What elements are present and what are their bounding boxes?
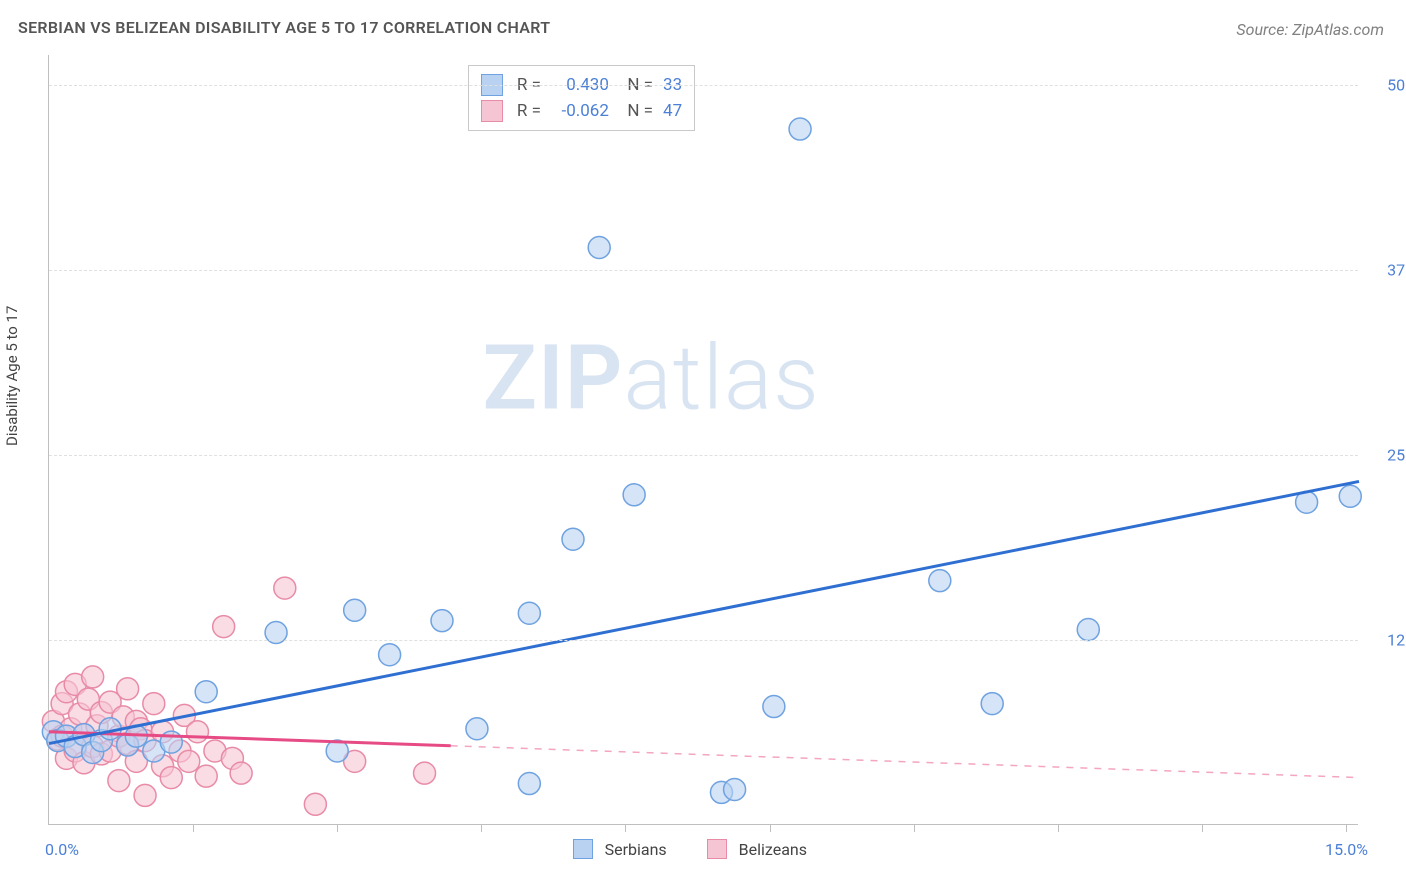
swatch-belizeans bbox=[481, 100, 503, 122]
y-axis-label: Disability Age 5 to 17 bbox=[3, 306, 21, 446]
scatter-point-serbians bbox=[195, 681, 217, 703]
scatter-point-serbians bbox=[466, 718, 488, 740]
scatter-point-belizeans bbox=[178, 750, 200, 772]
scatter-point-belizeans bbox=[274, 577, 296, 599]
legend-item-serbians: Serbians bbox=[573, 839, 667, 859]
xtick bbox=[481, 824, 482, 832]
series-legend: Serbians Belizeans bbox=[573, 839, 807, 859]
xtick bbox=[1202, 824, 1203, 832]
swatch-serbians-bottom bbox=[573, 839, 593, 859]
source-attribution: Source: ZipAtlas.com bbox=[1236, 20, 1384, 39]
scatter-point-serbians bbox=[981, 693, 1003, 715]
scatter-point-belizeans bbox=[108, 770, 130, 792]
scatter-point-belizeans bbox=[143, 693, 165, 715]
gridline-h bbox=[49, 85, 1358, 86]
scatter-point-serbians bbox=[623, 484, 645, 506]
scatter-point-belizeans bbox=[213, 616, 235, 638]
scatter-point-belizeans bbox=[414, 762, 436, 784]
legend-n-value-belizeans: 47 bbox=[663, 98, 682, 124]
trend-line-dashed-belizeans bbox=[451, 746, 1359, 778]
gridline-h bbox=[49, 270, 1358, 271]
swatch-belizeans-bottom bbox=[707, 839, 727, 859]
ytick-label: 25.0% bbox=[1387, 445, 1406, 464]
scatter-point-serbians bbox=[518, 602, 540, 624]
scatter-point-serbians bbox=[789, 118, 811, 140]
plot-area: ZIPatlas R = 0.430 N = 33 R = -0.062 N =… bbox=[48, 55, 1358, 825]
trend-line-serbians bbox=[49, 481, 1359, 743]
gridline-h bbox=[49, 640, 1358, 641]
scatter-point-belizeans bbox=[230, 762, 252, 784]
scatter-point-serbians bbox=[724, 778, 746, 800]
scatter-point-serbians bbox=[562, 528, 584, 550]
chart-svg bbox=[49, 55, 1358, 824]
scatter-point-belizeans bbox=[82, 666, 104, 688]
legend-label-belizeans: Belizeans bbox=[739, 840, 807, 859]
ytick-label: 37.5% bbox=[1387, 260, 1406, 279]
ytick-label: 50.0% bbox=[1387, 75, 1406, 94]
scatter-point-serbians bbox=[763, 696, 785, 718]
scatter-point-belizeans bbox=[195, 765, 217, 787]
scatter-point-serbians bbox=[588, 237, 610, 259]
correlation-legend: R = 0.430 N = 33 R = -0.062 N = 47 bbox=[468, 65, 695, 131]
chart-title: SERBIAN VS BELIZEAN DISABILITY AGE 5 TO … bbox=[18, 18, 550, 37]
scatter-point-serbians bbox=[431, 610, 453, 632]
scatter-point-serbians bbox=[344, 599, 366, 621]
xtick bbox=[914, 824, 915, 832]
legend-r-label: R = bbox=[517, 98, 541, 124]
x-origin-label: 0.0% bbox=[45, 840, 79, 859]
scatter-point-serbians bbox=[1077, 619, 1099, 641]
scatter-point-belizeans bbox=[160, 767, 182, 789]
ytick-label: 12.5% bbox=[1387, 630, 1406, 649]
legend-n-label: N = bbox=[619, 98, 653, 124]
scatter-point-serbians bbox=[1339, 485, 1361, 507]
xtick bbox=[1058, 824, 1059, 832]
legend-item-belizeans: Belizeans bbox=[707, 839, 807, 859]
scatter-point-serbians bbox=[929, 570, 951, 592]
xtick bbox=[770, 824, 771, 832]
xtick bbox=[193, 824, 194, 832]
legend-label-serbians: Serbians bbox=[605, 840, 667, 859]
gridline-h bbox=[49, 455, 1358, 456]
scatter-point-belizeans bbox=[304, 793, 326, 815]
xtick bbox=[625, 824, 626, 832]
legend-row-belizeans: R = -0.062 N = 47 bbox=[481, 98, 682, 124]
scatter-point-serbians bbox=[518, 773, 540, 795]
scatter-point-belizeans bbox=[134, 784, 156, 806]
scatter-point-serbians bbox=[379, 644, 401, 666]
legend-r-value-belizeans: -0.062 bbox=[551, 98, 609, 124]
scatter-point-belizeans bbox=[117, 678, 139, 700]
xtick bbox=[1346, 824, 1347, 832]
x-max-label: 15.0% bbox=[1325, 840, 1368, 859]
scatter-point-belizeans bbox=[186, 721, 208, 743]
xtick bbox=[337, 824, 338, 832]
